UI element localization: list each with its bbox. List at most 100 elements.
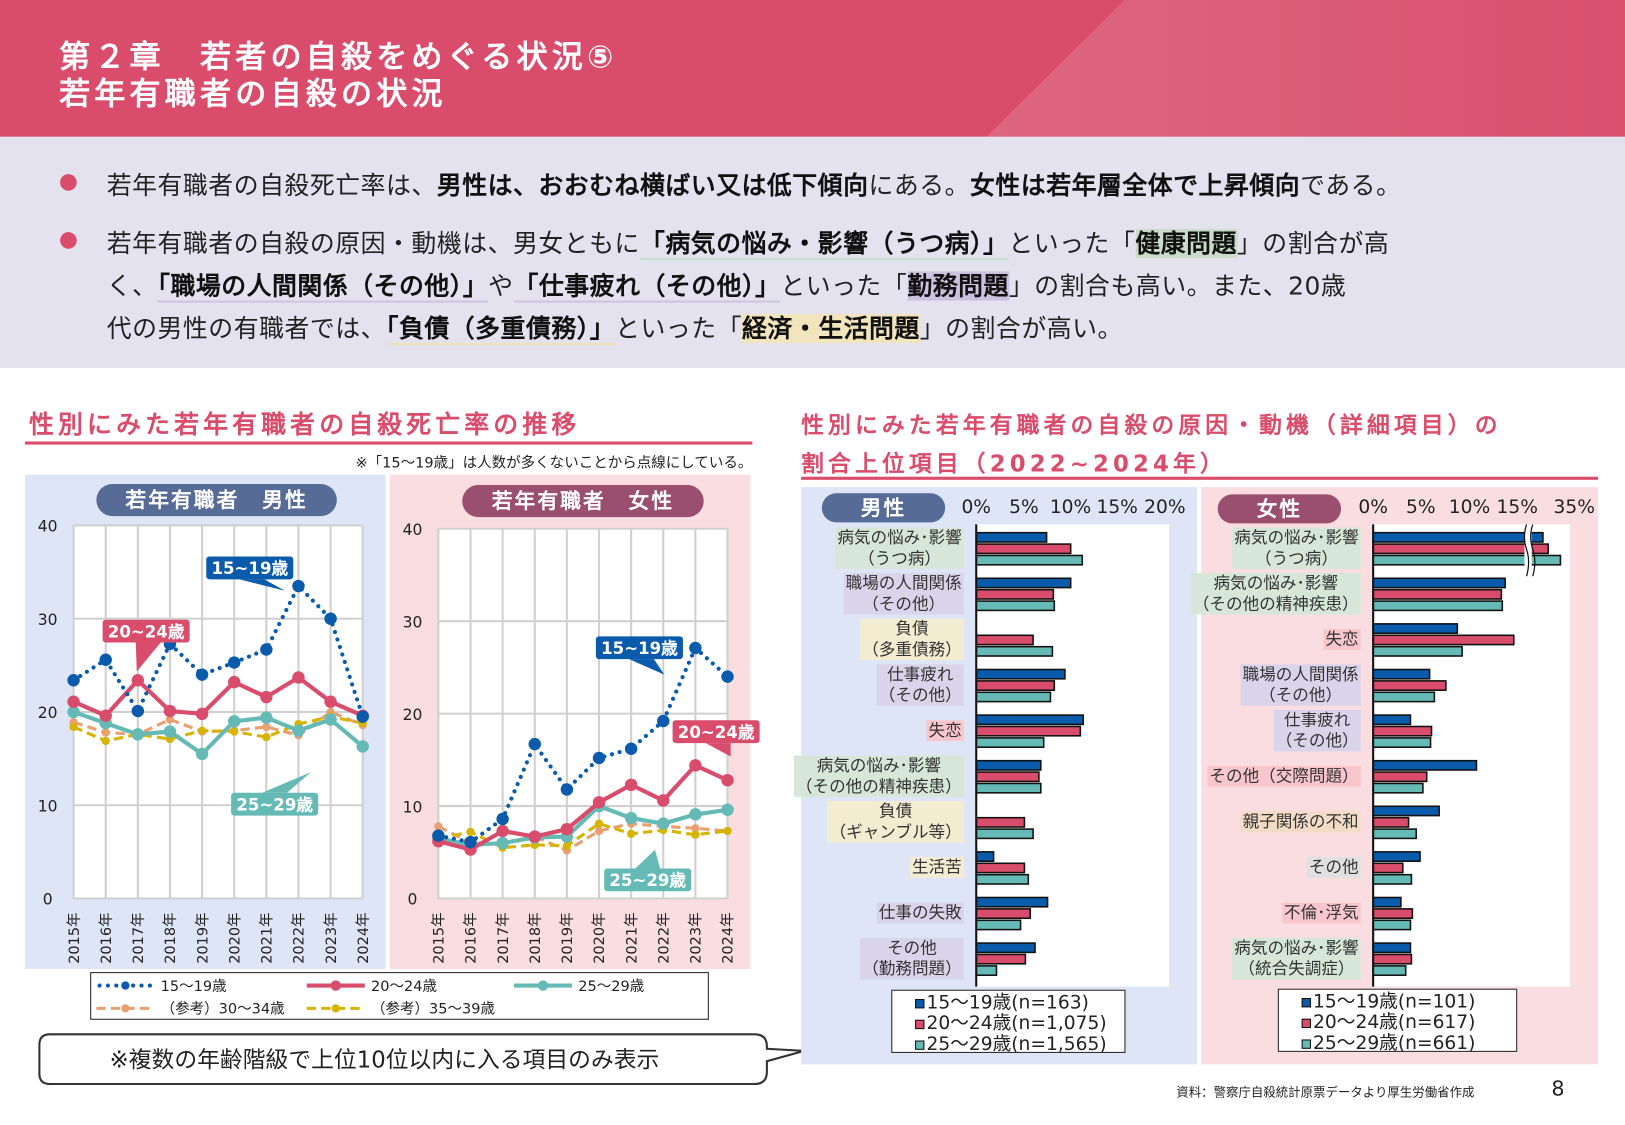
emphasis-text: 女性は若年層全体で上昇傾向 <box>970 170 1301 201</box>
data-point <box>197 726 207 735</box>
x-tick-label: 0% <box>961 496 992 519</box>
summary-text: といった「 <box>1008 229 1136 259</box>
female-bar-chart <box>1372 524 1571 987</box>
page-number: 8 <box>1551 1075 1565 1101</box>
x-tick-label: 2019年 <box>559 912 576 963</box>
dashed-line-swatch-icon <box>306 1004 365 1013</box>
data-point <box>262 733 271 742</box>
bar <box>975 828 1034 840</box>
data-point <box>723 826 732 836</box>
data-point <box>592 796 606 809</box>
data-point <box>67 695 80 708</box>
data-point <box>292 579 305 593</box>
bar <box>1372 862 1404 874</box>
bar <box>1372 577 1506 589</box>
data-point <box>227 715 241 728</box>
legend-label: （参考）35～39歳 <box>371 1001 496 1018</box>
axis-break-icon <box>1530 524 1536 577</box>
data-point <box>195 668 209 681</box>
series-callout-label: 25~29歳 <box>236 794 313 814</box>
data-point <box>496 824 509 838</box>
data-point <box>434 822 443 831</box>
category-label: 職場の人間関係 （その他） <box>1240 664 1361 706</box>
summary-text: といった「 <box>615 314 743 344</box>
summary-line: く、「職場の人間関係（その他）」や「仕事疲れ（その他）」といった「勤務問題」の割… <box>107 265 1347 303</box>
data-point <box>67 705 80 719</box>
legend-item-20-24: 20～24歳 <box>306 975 437 996</box>
category-label: 負債 （多重債務） <box>860 618 964 661</box>
category-label: その他 （勤務問題） <box>860 937 964 980</box>
bar <box>1372 816 1410 828</box>
data-point <box>721 803 734 816</box>
x-tick-label: 2015年 <box>66 912 83 963</box>
y-tick-label: 30 <box>403 613 423 631</box>
bar <box>975 919 1022 931</box>
bar <box>975 908 1031 919</box>
square-swatch-icon <box>915 1039 925 1050</box>
dotted-line-note: ※「15～19歳」は人数が多くないことから点線にしている。 <box>355 454 753 472</box>
emphasis-text: 「病気の悩み・影響（うつ病）」 <box>640 229 1009 261</box>
axis-break-gap <box>1524 524 1532 577</box>
bar <box>975 965 998 976</box>
emphasis-text: 「負債（多重債務）」 <box>386 314 616 346</box>
legend-label: 25～29歳(n=1,565) <box>926 1033 1107 1056</box>
x-tick-label: 2020年 <box>226 912 243 963</box>
x-tick-label: 2024年 <box>355 912 372 963</box>
emphasis-text: 経済・生活問題 <box>742 314 920 344</box>
bar <box>1372 919 1412 931</box>
bar <box>1372 942 1412 954</box>
bar <box>975 668 1066 680</box>
data-point <box>165 715 175 724</box>
series-callout-label: 20~24歳 <box>108 621 185 641</box>
data-point <box>230 727 239 736</box>
data-point <box>356 710 369 723</box>
legend-label: 25～29歳(n=661) <box>1313 1032 1476 1054</box>
summary-box: 若年有職者の自殺死亡率は、男性は、おおむね横ばい又は低下傾向にある。女性は若年層… <box>0 136 1625 368</box>
divider <box>24 441 753 445</box>
x-tick-label: 2021年 <box>259 912 276 963</box>
x-tick-label: 2015年 <box>431 912 448 963</box>
category-label: 病気の悩み･影響 （統合失調症） <box>1232 937 1361 980</box>
x-tick-label: 20% <box>1144 496 1186 519</box>
bar <box>1372 680 1447 691</box>
series-callout <box>595 636 683 660</box>
bar <box>1372 531 1544 543</box>
square-swatch-icon <box>1301 1018 1311 1028</box>
bar <box>975 714 1085 726</box>
data-point <box>324 695 337 708</box>
solid-line-swatch-icon <box>514 980 573 991</box>
male-bar-legend: 15～19歳(n=163) 20～24歳(n=1,075) 25～29歳(n=1… <box>891 989 1126 1056</box>
bar <box>975 942 1036 954</box>
category-label: 不倫･浮気 <box>1281 902 1361 924</box>
bar <box>975 759 1042 771</box>
data-point <box>69 722 78 732</box>
data-point <box>721 773 734 787</box>
data-point <box>101 736 110 746</box>
solid-line-swatch-icon <box>306 980 365 991</box>
summary-text: である。 <box>1300 170 1402 201</box>
legend-label: 15～19歳 <box>160 978 227 995</box>
emphasis-text: 男性は、おおむね横ばい又は低下傾向 <box>436 170 869 201</box>
bar <box>1372 953 1413 965</box>
source-note: 資料：警察庁自殺統計原票データより厚生労働省作成 <box>1176 1085 1475 1100</box>
callout-pointer <box>262 772 311 793</box>
legend-item-35-39: （参考）35～39歳 <box>306 998 496 1019</box>
data-point <box>292 671 305 684</box>
male-line-chart: 0 10 20 30 40 2015年 2016年 2017年 2018年 2019年 2020年 2… <box>38 518 372 964</box>
summary-text: 」の割合が高い。 <box>919 314 1123 344</box>
bar <box>975 577 1072 589</box>
data-point <box>260 643 273 656</box>
bar <box>975 531 1048 543</box>
category-label: 仕事疲れ （その他） <box>876 664 964 706</box>
legend-item: 15～19歳(n=101) <box>1301 991 1517 1013</box>
data-point <box>721 670 734 683</box>
y-tick-label: 0 <box>43 891 53 909</box>
data-point <box>356 740 369 753</box>
line-chart-legend: 15～19歳 20～24歳 25～29歳 （参考）30～34歳 （参考）35～3… <box>90 972 709 1020</box>
legend-item-25-29: 25～29歳 <box>514 975 644 996</box>
data-point <box>227 675 241 689</box>
legend-item: 25～29歳(n=661) <box>1301 1032 1517 1054</box>
data-point <box>432 829 445 842</box>
bar <box>975 873 1030 885</box>
category-label: 生活苦 <box>909 857 964 878</box>
